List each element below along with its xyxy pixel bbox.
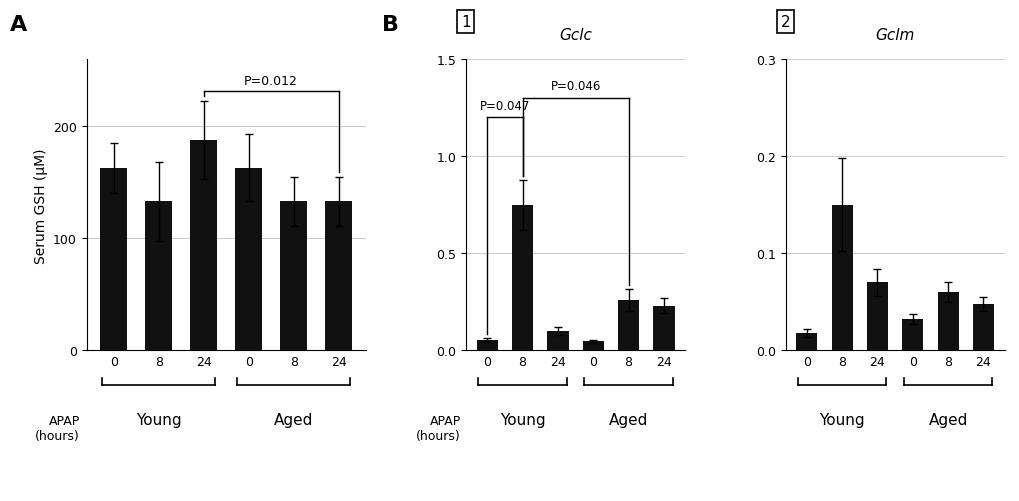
Bar — [972, 304, 994, 351]
Text: 1: 1 — [461, 15, 470, 30]
Bar — [547, 331, 568, 351]
Bar — [796, 333, 816, 351]
Text: P=0.046: P=0.046 — [550, 80, 600, 93]
Bar — [235, 168, 262, 351]
Y-axis label: Serum GSH (μM): Serum GSH (μM) — [34, 148, 48, 263]
Text: 2: 2 — [780, 15, 790, 30]
Bar — [936, 293, 958, 351]
Text: Young: Young — [818, 412, 864, 427]
Text: P=0.047: P=0.047 — [479, 100, 530, 112]
Bar — [190, 141, 217, 351]
Bar — [866, 283, 888, 351]
Bar — [653, 306, 674, 351]
Bar — [280, 202, 307, 351]
Text: Gclm: Gclm — [874, 28, 914, 43]
Bar — [145, 202, 172, 351]
Text: Young: Young — [499, 412, 545, 427]
Text: Young: Young — [136, 412, 181, 427]
Text: P=0.012: P=0.012 — [244, 75, 298, 88]
Bar — [100, 168, 127, 351]
Text: Gclc: Gclc — [558, 28, 591, 43]
Bar — [512, 205, 533, 351]
Bar — [618, 300, 639, 351]
Bar — [830, 205, 852, 351]
Text: Aged: Aged — [274, 412, 313, 427]
Bar — [476, 340, 497, 351]
Bar — [582, 341, 603, 351]
Bar — [325, 202, 352, 351]
Text: A: A — [10, 15, 28, 35]
Text: Aged: Aged — [608, 412, 648, 427]
Text: APAP
(hours): APAP (hours) — [416, 415, 461, 442]
Text: APAP
(hours): APAP (hours) — [36, 415, 79, 442]
Bar — [902, 320, 922, 351]
Text: B: B — [382, 15, 399, 35]
Text: Aged: Aged — [927, 412, 967, 427]
